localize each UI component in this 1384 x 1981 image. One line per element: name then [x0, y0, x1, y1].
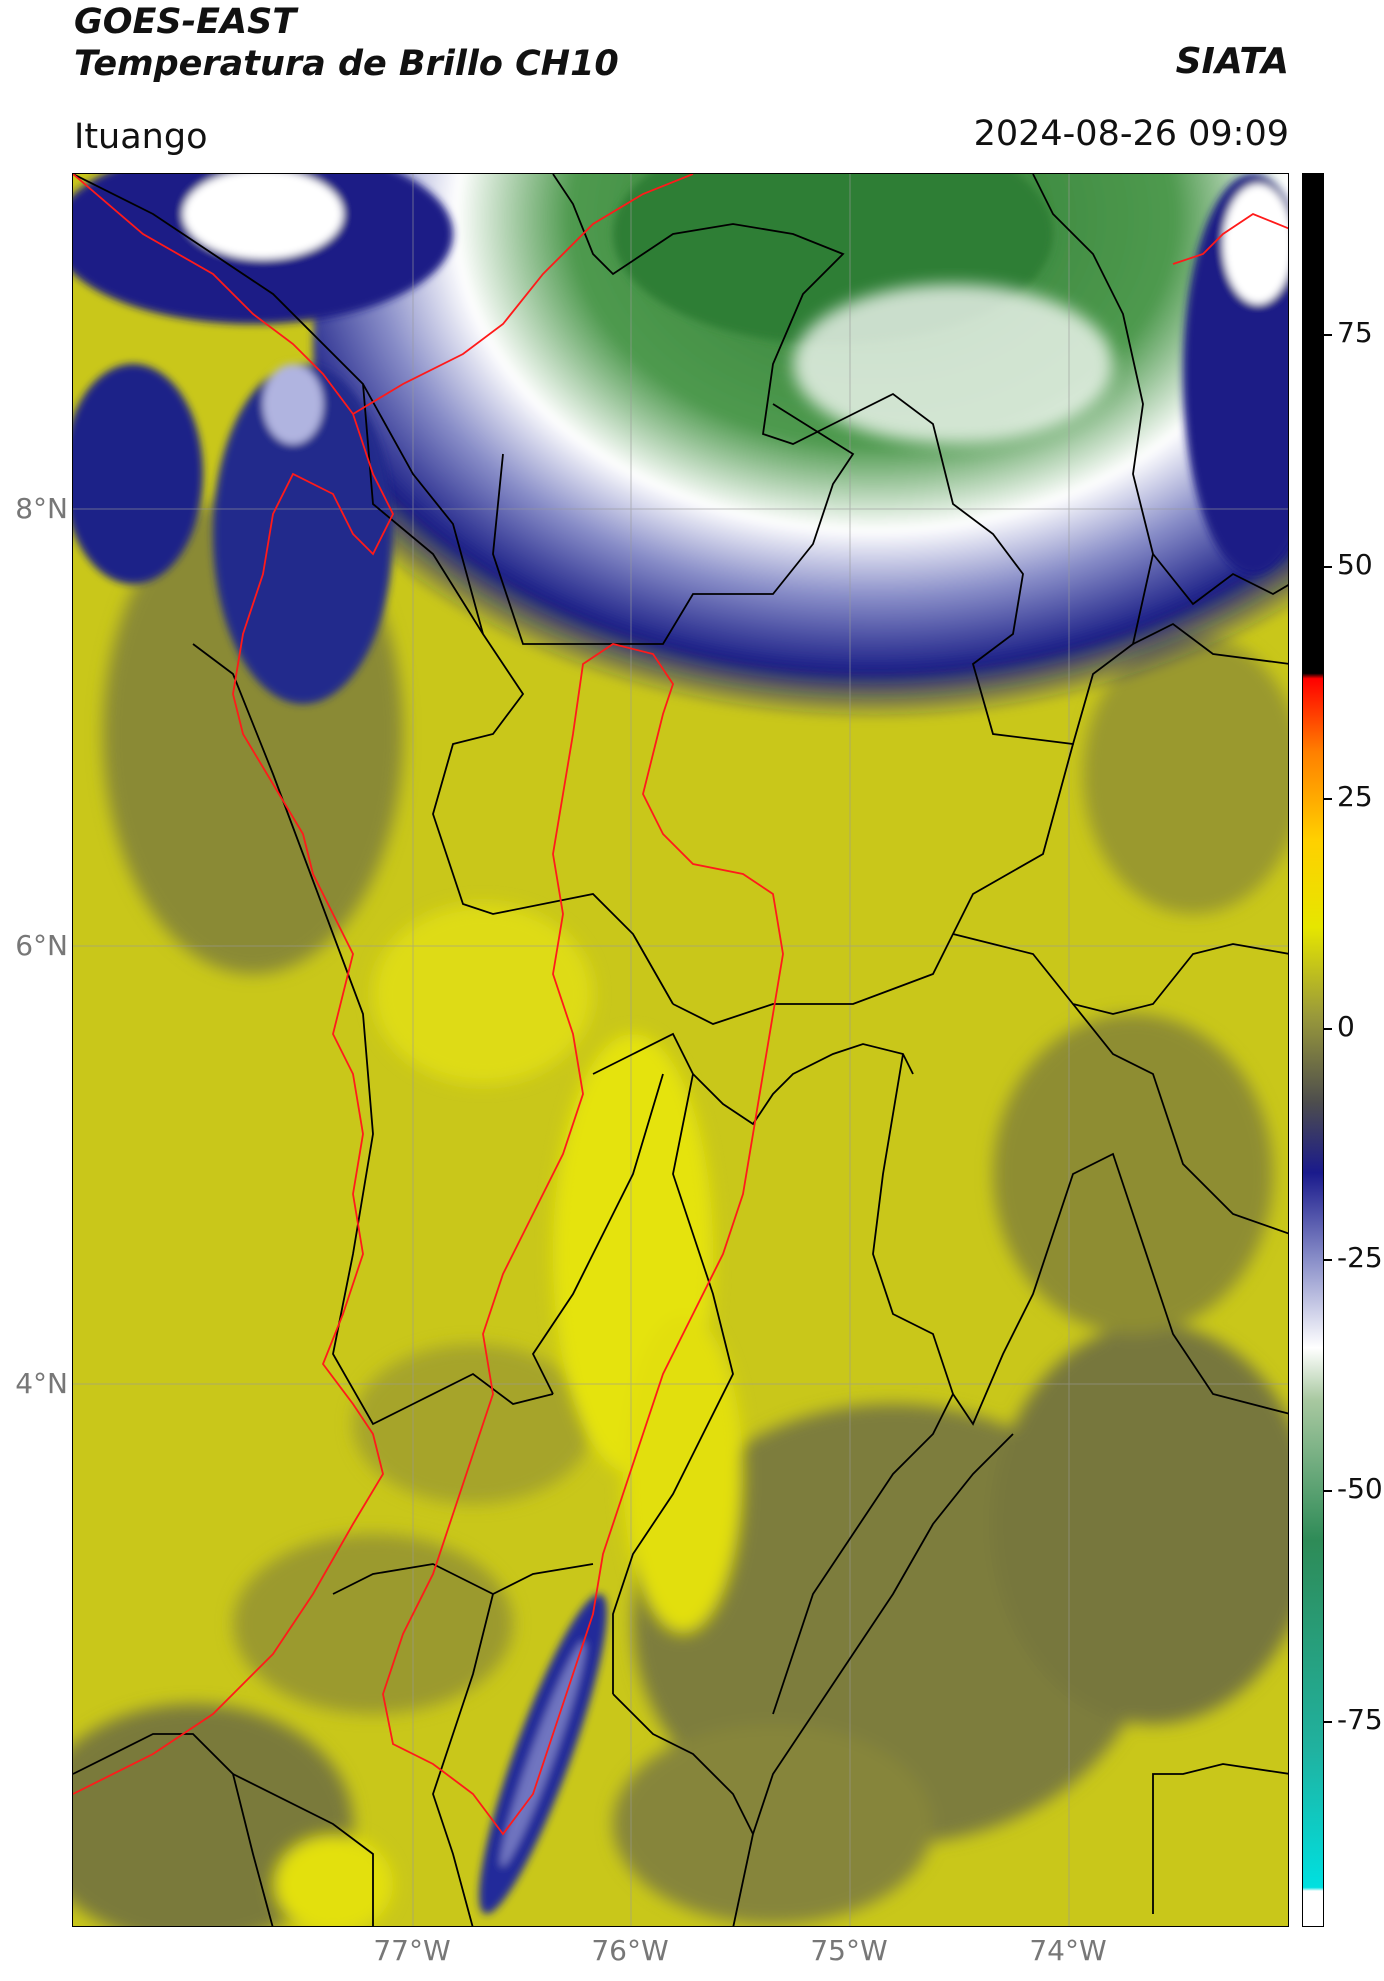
- location-label: Ituango: [74, 117, 208, 157]
- product-title: Temperatura de Brillo CH10: [74, 44, 619, 84]
- colorbar-label-75: 75: [1337, 316, 1373, 349]
- colorbar-tick: [1324, 334, 1332, 336]
- lon-label-75w: 75°W: [810, 1934, 888, 1967]
- colorbar-label-minus75: -75: [1337, 1703, 1383, 1736]
- colorbar-label-minus50: -50: [1337, 1472, 1383, 1505]
- northwest-cloud-band: [73, 174, 1288, 704]
- colorbar-tick: [1324, 798, 1332, 800]
- colorbar-label-25: 25: [1337, 780, 1373, 813]
- graticule: [73, 174, 1288, 1926]
- colorbar-tick: [1324, 566, 1332, 568]
- colorbar-label-50: 50: [1337, 548, 1373, 581]
- colorbar-tick: [1324, 1490, 1332, 1492]
- lat-label-8n: 8°N: [15, 492, 68, 525]
- lon-label-76w: 76°W: [591, 1934, 669, 1967]
- basin-boundary: [73, 174, 1288, 1836]
- northern-cloud-system: [313, 174, 1288, 764]
- admin-boundaries: [73, 174, 1288, 1926]
- organization-label: SIATA: [1175, 41, 1289, 82]
- map-canvas: [73, 174, 1288, 1926]
- colorbar-tick: [1324, 1028, 1332, 1030]
- colorbar-label-0: 0: [1337, 1010, 1355, 1043]
- lat-label-4n: 4°N: [15, 1367, 68, 1400]
- colorbar-tick: [1324, 1259, 1332, 1261]
- temperature-colorbar: [1302, 173, 1324, 1927]
- satellite-title: GOES-EAST: [74, 2, 297, 42]
- lon-label-77w: 77°W: [373, 1934, 451, 1967]
- lon-label-74w: 74°W: [1029, 1934, 1107, 1967]
- lat-label-6n: 6°N: [15, 929, 68, 962]
- colorbar-label-minus25: -25: [1337, 1241, 1383, 1274]
- brightness-temperature-map: [72, 173, 1289, 1927]
- datetime-label: 2024-08-26 09:09: [973, 114, 1289, 154]
- colorbar-tick: [1324, 1721, 1332, 1723]
